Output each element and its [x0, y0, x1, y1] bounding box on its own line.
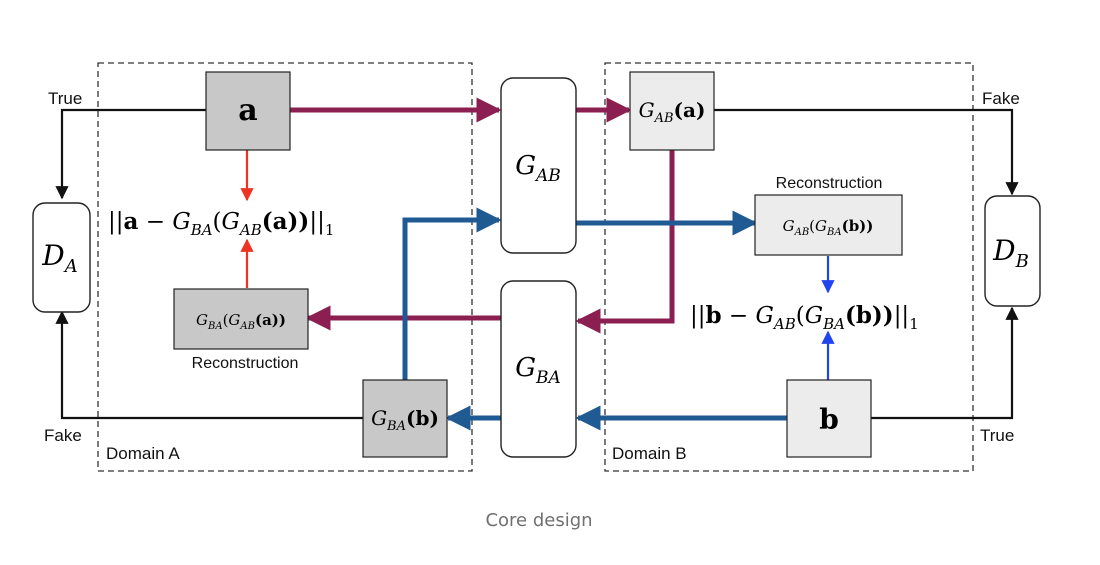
node-gab-a-box — [629, 71, 715, 151]
fake-label-b: Fake — [982, 89, 1020, 108]
discriminator-db-box — [984, 195, 1041, 307]
node-gba-b-box — [362, 379, 448, 458]
reconstruction-b-label: Reconstruction — [776, 175, 883, 192]
node-gab-a-label: GAB(a) — [639, 98, 706, 126]
node-gba-b-label: GBA(b) — [371, 406, 439, 434]
loss-b-expression: ||b − GAB(GBA(b))||1 — [690, 302, 919, 333]
generator-gba-label: GBA — [515, 353, 561, 388]
domain-b-region — [604, 62, 974, 472]
node-a-label: a — [238, 93, 257, 128]
node-b-box — [786, 379, 872, 458]
arrow-gba-b-to-gab — [402, 207, 502, 380]
figure-caption: Core design — [485, 510, 592, 531]
node-recon-a-label: GBA(GAB(a)) — [196, 311, 286, 332]
node-b-label: b — [819, 403, 839, 436]
generator-gba-box — [500, 280, 577, 458]
domain-b-label: Domain B — [612, 444, 687, 463]
true-label-a: True — [48, 89, 82, 108]
discriminator-da-label: DA — [41, 239, 77, 277]
arrow-gba-b-to-da — [55, 310, 363, 420]
domain-a-region — [97, 62, 473, 472]
arrow-gab-a-to-gba — [575, 150, 675, 334]
arrow-b-to-db — [871, 306, 1019, 420]
true-label-b: True — [980, 426, 1014, 445]
node-recon-b-label: GAB(GBA(b)) — [783, 217, 874, 238]
node-recon-b-box — [754, 194, 903, 256]
arrow-gab-a-to-db — [714, 108, 1019, 196]
discriminator-db-label: DB — [992, 234, 1029, 272]
reconstruction-a-label: Reconstruction — [192, 355, 299, 372]
loss-a-expression: ||a − GBA(GAB(a))||1 — [108, 208, 334, 239]
node-recon-a-box — [173, 288, 309, 350]
domain-a-label: Domain A — [106, 444, 180, 463]
fake-label-a: Fake — [44, 426, 82, 445]
generator-gab-box — [500, 77, 577, 254]
node-a-box — [205, 71, 291, 151]
discriminator-da-box — [32, 202, 91, 313]
arrow-a-to-da — [55, 108, 206, 200]
generator-gab-label: GAB — [515, 151, 561, 186]
